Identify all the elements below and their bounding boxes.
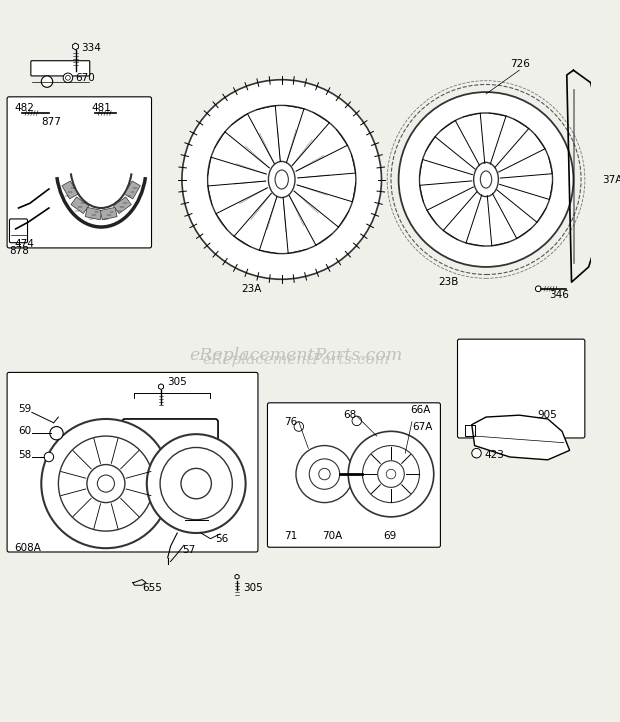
Text: 56: 56 [215, 534, 228, 544]
Circle shape [363, 445, 420, 503]
Text: 76: 76 [285, 417, 298, 427]
Bar [100, 207, 117, 219]
Text: 68: 68 [343, 410, 356, 420]
Text: 57: 57 [182, 545, 195, 555]
Text: 23B: 23B [438, 277, 459, 287]
Ellipse shape [474, 162, 498, 196]
Text: 474: 474 [15, 239, 35, 249]
FancyBboxPatch shape [9, 219, 27, 243]
Circle shape [44, 452, 54, 462]
Circle shape [319, 469, 330, 480]
Circle shape [87, 464, 125, 503]
Bar [113, 197, 131, 214]
Circle shape [536, 286, 541, 292]
Text: 69: 69 [383, 531, 397, 541]
Bar [125, 181, 140, 199]
Circle shape [160, 448, 232, 520]
Text: 877: 877 [42, 118, 61, 128]
Ellipse shape [275, 170, 288, 189]
FancyBboxPatch shape [267, 403, 440, 547]
Text: 423: 423 [484, 450, 504, 460]
Circle shape [66, 75, 70, 80]
Text: 60: 60 [19, 426, 32, 436]
Circle shape [309, 459, 340, 490]
Text: 305: 305 [167, 377, 187, 387]
Text: 481: 481 [92, 103, 112, 113]
Circle shape [181, 469, 211, 499]
Text: 482: 482 [15, 103, 35, 113]
Circle shape [378, 461, 404, 487]
Circle shape [58, 436, 153, 531]
Circle shape [472, 448, 481, 458]
Circle shape [296, 445, 353, 503]
FancyBboxPatch shape [458, 339, 585, 438]
Circle shape [182, 79, 381, 279]
Text: eReplacementParts.com: eReplacementParts.com [202, 353, 389, 367]
Text: eReplacementParts.com: eReplacementParts.com [189, 347, 402, 364]
Circle shape [399, 92, 574, 267]
Circle shape [147, 434, 246, 533]
Text: 37A: 37A [602, 175, 620, 185]
Text: 346: 346 [549, 290, 569, 300]
Text: 66A: 66A [410, 406, 430, 415]
Text: 71: 71 [285, 531, 298, 541]
Text: 608A: 608A [15, 543, 42, 553]
Circle shape [420, 113, 552, 246]
Bar [71, 197, 89, 214]
Text: 905: 905 [538, 410, 557, 420]
Circle shape [42, 419, 170, 548]
Circle shape [63, 73, 73, 82]
Text: 67A: 67A [412, 422, 432, 432]
FancyBboxPatch shape [31, 61, 90, 76]
Text: 334: 334 [81, 43, 101, 53]
Text: 878: 878 [9, 245, 29, 256]
Circle shape [42, 76, 53, 87]
Text: 670: 670 [76, 73, 95, 83]
Text: 70A: 70A [322, 531, 343, 541]
Circle shape [50, 427, 63, 440]
Text: 58: 58 [19, 450, 32, 460]
Circle shape [88, 109, 95, 117]
Bar [62, 181, 78, 199]
Circle shape [386, 469, 396, 479]
Text: 305: 305 [243, 583, 262, 593]
FancyBboxPatch shape [7, 97, 151, 248]
Bar [85, 207, 102, 219]
Circle shape [208, 105, 356, 253]
Circle shape [15, 109, 22, 117]
Text: 59: 59 [19, 404, 32, 414]
Polygon shape [472, 415, 570, 460]
Circle shape [348, 431, 434, 517]
Ellipse shape [480, 171, 492, 188]
Text: 23A: 23A [241, 284, 261, 294]
FancyBboxPatch shape [7, 373, 258, 552]
Ellipse shape [268, 162, 295, 198]
Circle shape [97, 475, 115, 492]
Text: 655: 655 [142, 583, 162, 593]
FancyBboxPatch shape [122, 419, 218, 491]
Text: 726: 726 [510, 58, 529, 69]
